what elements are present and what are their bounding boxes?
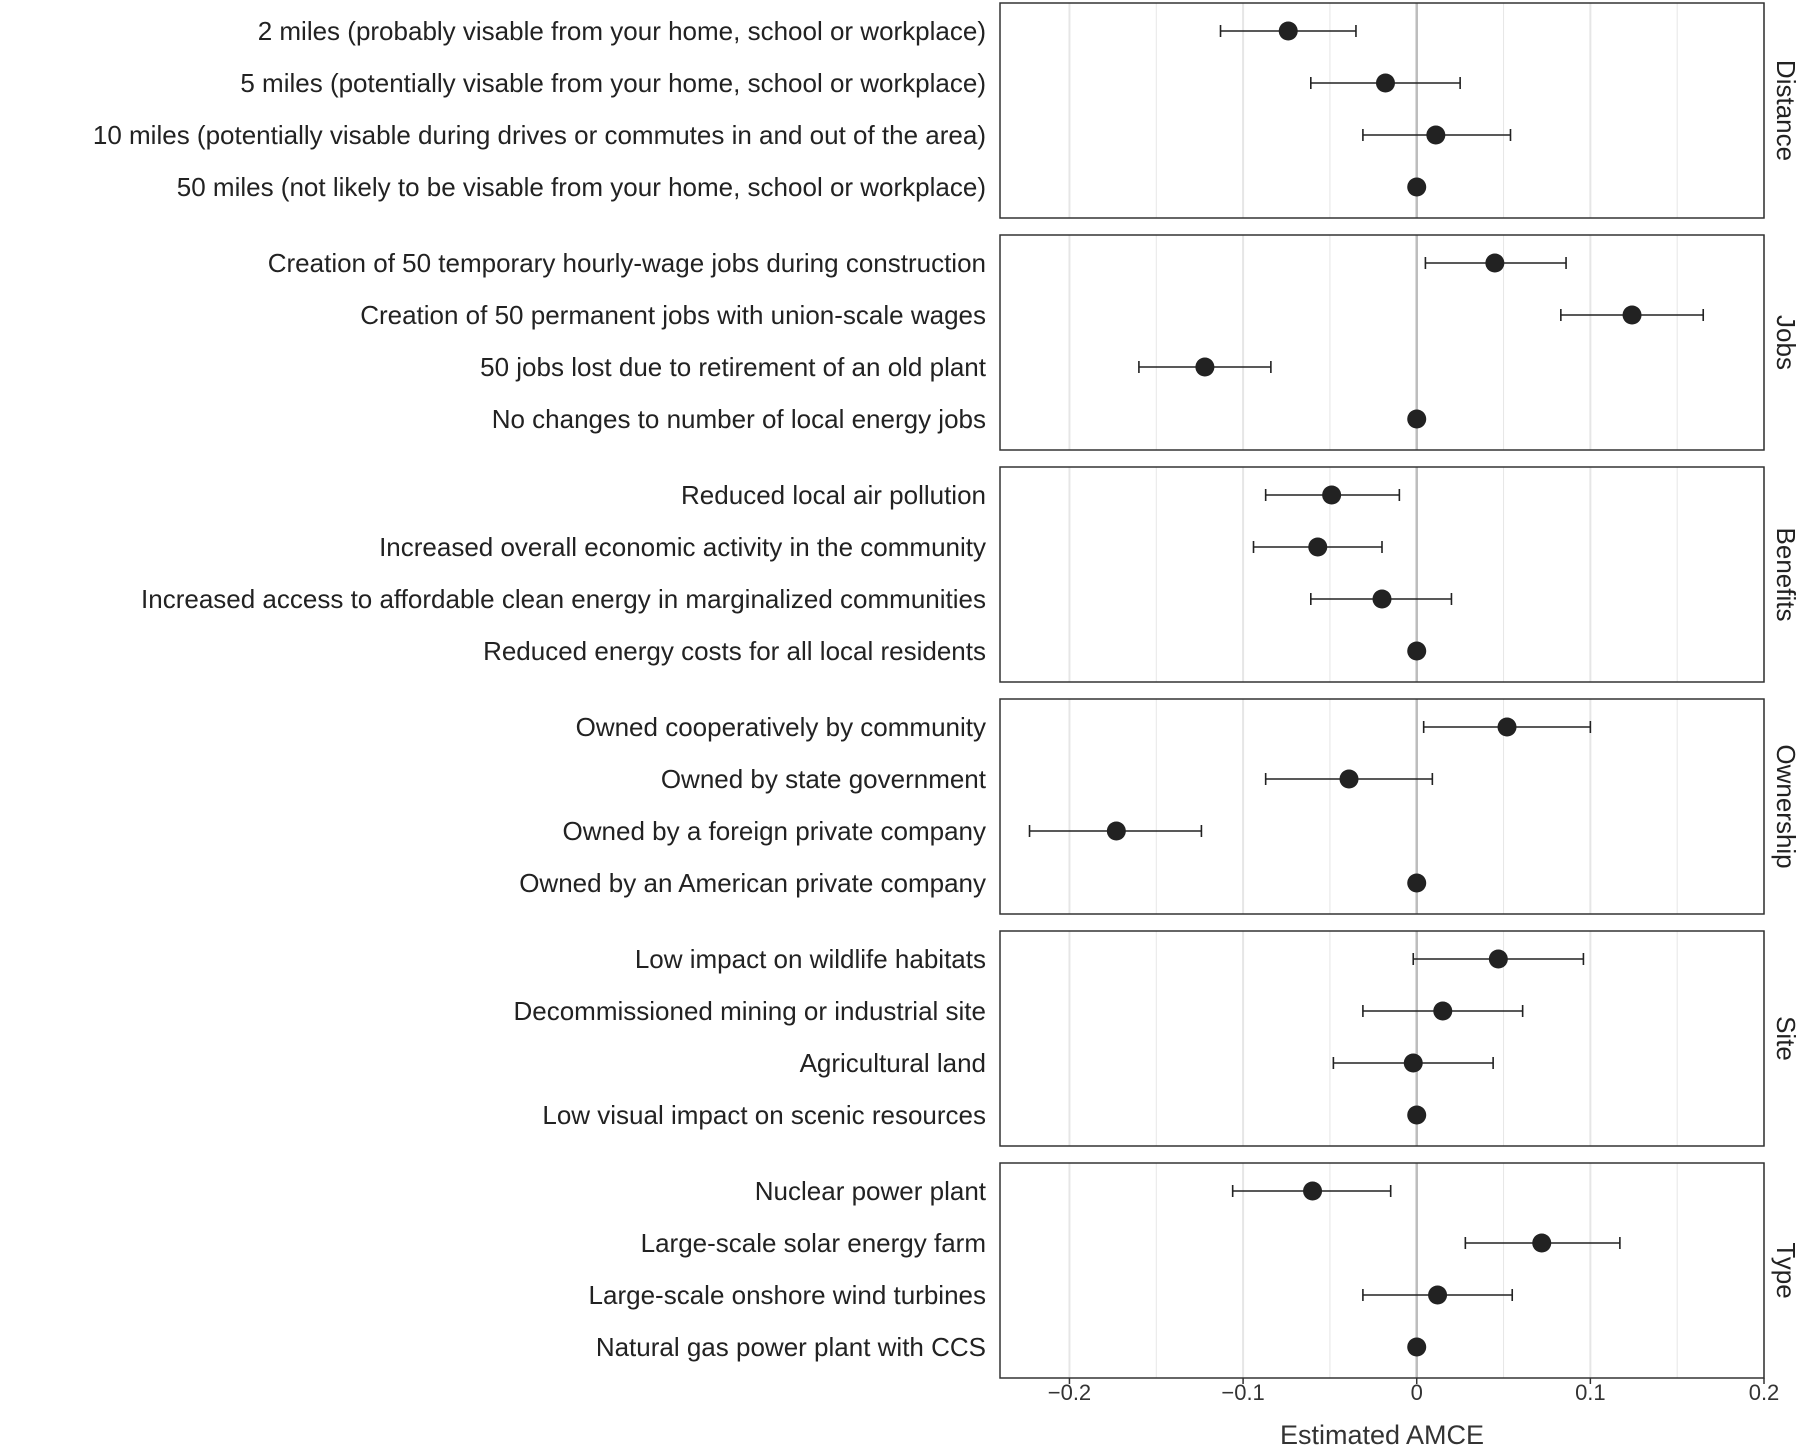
facet-label-jobs: Jobs bbox=[1771, 315, 1800, 370]
row-label: Owned by a foreign private company bbox=[563, 816, 986, 846]
panel-border bbox=[999, 234, 1765, 451]
estimate-point bbox=[1407, 1337, 1427, 1357]
facet-label-site: Site bbox=[1771, 1016, 1800, 1061]
panel-border bbox=[999, 1162, 1765, 1379]
estimate-point bbox=[1407, 1105, 1427, 1125]
row-label: Decommissioned mining or industrial site bbox=[513, 996, 986, 1026]
estimate-point bbox=[1407, 873, 1427, 893]
panel-border bbox=[999, 698, 1765, 915]
row-label: Low impact on wildlife habitats bbox=[635, 944, 986, 974]
x-tick-label: −0.1 bbox=[1221, 1380, 1264, 1405]
estimate-point bbox=[1428, 1285, 1448, 1305]
facet-label-type: Type bbox=[1771, 1242, 1800, 1298]
estimate-point bbox=[1426, 125, 1446, 145]
estimate-point bbox=[1403, 1053, 1423, 1073]
panel-border bbox=[999, 930, 1765, 1147]
row-label: 10 miles (potentially visable during dri… bbox=[93, 120, 986, 150]
row-label: Creation of 50 temporary hourly-wage job… bbox=[268, 248, 986, 278]
row-label: Creation of 50 permanent jobs with union… bbox=[360, 300, 986, 330]
facet-panel-type: Type Nuclear power plant Large-scale solar… bbox=[589, 1162, 1800, 1379]
estimate-point bbox=[1488, 949, 1508, 969]
row-label: Reduced energy costs for all local resid… bbox=[483, 636, 986, 666]
row-label: 5 miles (potentially visable from your h… bbox=[240, 68, 986, 98]
estimate-point bbox=[1433, 1001, 1453, 1021]
row-label: Reduced local air pollution bbox=[681, 480, 986, 510]
row-label: Natural gas power plant with CCS bbox=[596, 1332, 986, 1362]
estimate-point bbox=[1339, 769, 1359, 789]
row-label: 50 miles (not likely to be visable from … bbox=[177, 172, 986, 202]
estimate-point bbox=[1407, 409, 1427, 429]
row-label: Low visual impact on scenic resources bbox=[542, 1100, 986, 1130]
row-label: No changes to number of local energy job… bbox=[492, 404, 986, 434]
estimate-point bbox=[1278, 21, 1298, 41]
row-label: Large-scale onshore wind turbines bbox=[589, 1280, 986, 1310]
facet-label-ownership: Ownership bbox=[1771, 744, 1800, 868]
estimate-point bbox=[1308, 537, 1328, 557]
x-axis-title: Estimated AMCE bbox=[1280, 1420, 1484, 1450]
facet-panel-site: Site Low impact on wildlife habitats Decom… bbox=[513, 930, 1800, 1147]
estimate-point bbox=[1372, 589, 1392, 609]
panel-border bbox=[999, 466, 1765, 683]
row-label: Increased overall economic activity in t… bbox=[379, 532, 986, 562]
facet-panel-jobs: Jobs Creation of 50 temporary hourly-wage… bbox=[268, 234, 1800, 451]
x-tick-label: 0.1 bbox=[1575, 1380, 1606, 1405]
facet-panel-ownership: Ownership Owned cooperatively by communit… bbox=[519, 698, 1800, 915]
estimate-point bbox=[1375, 73, 1395, 93]
x-tick-label: 0.2 bbox=[1749, 1380, 1780, 1405]
row-label: Large-scale solar energy farm bbox=[641, 1228, 986, 1258]
estimate-point bbox=[1407, 177, 1427, 197]
estimate-point bbox=[1407, 641, 1427, 661]
facet-label-distance: Distance bbox=[1771, 60, 1800, 161]
facet-panel-distance: Distance 2 miles (probably visable from y… bbox=[93, 2, 1800, 219]
facet-panel-benefits: Benefits Reduced local air pollution Incre… bbox=[141, 466, 1800, 683]
row-label: 50 jobs lost due to retirement of an old… bbox=[480, 352, 987, 382]
row-label: Agricultural land bbox=[800, 1048, 986, 1078]
row-label: Nuclear power plant bbox=[755, 1176, 987, 1206]
estimate-point bbox=[1195, 357, 1215, 377]
estimate-point bbox=[1622, 305, 1642, 325]
estimate-point bbox=[1485, 253, 1505, 273]
panel-border bbox=[999, 2, 1765, 219]
estimate-point bbox=[1532, 1233, 1552, 1253]
facet-label-benefits: Benefits bbox=[1771, 528, 1800, 622]
row-label: Owned cooperatively by community bbox=[576, 712, 986, 742]
estimate-point bbox=[1106, 821, 1126, 841]
estimate-point bbox=[1497, 717, 1517, 737]
row-label: Owned by an American private company bbox=[519, 868, 986, 898]
row-label: Owned by state government bbox=[661, 764, 987, 794]
x-tick-label: 0 bbox=[1411, 1380, 1423, 1405]
x-tick-label: −0.2 bbox=[1048, 1380, 1091, 1405]
row-label: 2 miles (probably visable from your home… bbox=[258, 16, 986, 46]
estimate-point bbox=[1303, 1181, 1323, 1201]
row-label: Increased access to affordable clean ene… bbox=[141, 584, 986, 614]
estimate-point bbox=[1322, 485, 1342, 505]
